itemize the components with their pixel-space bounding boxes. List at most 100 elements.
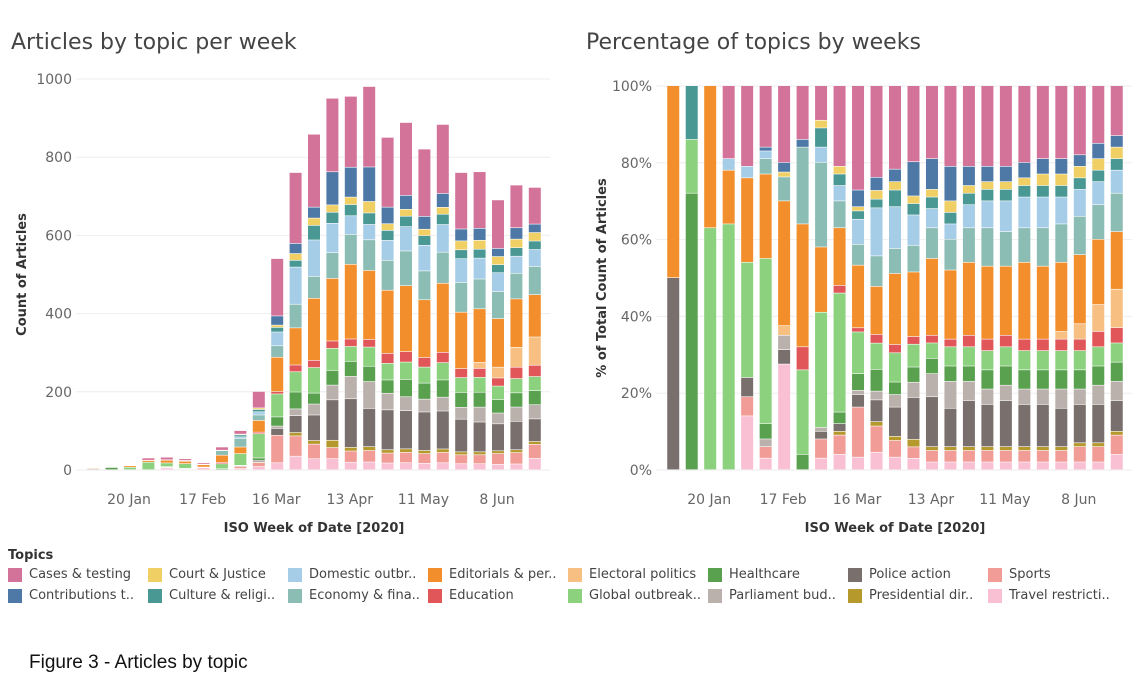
bar-segment — [796, 86, 809, 140]
legend-item[interactable]: Editorials & per.. — [428, 567, 568, 582]
bar-segment — [1073, 324, 1086, 339]
bar-segment — [216, 450, 228, 455]
bar-segment — [1092, 158, 1105, 170]
legend-swatch — [428, 567, 442, 582]
bar-segment — [234, 435, 247, 437]
bar-segment — [1036, 446, 1049, 451]
legend-item[interactable]: Electoral politics — [568, 567, 708, 582]
legend-item[interactable]: Domestic outbr.. — [288, 567, 428, 582]
legend-swatch — [568, 588, 582, 603]
bar-segment — [436, 283, 449, 353]
bar-segment — [889, 436, 901, 441]
bar-segment — [492, 318, 504, 367]
legend-item[interactable]: Culture & religi.. — [148, 588, 288, 603]
bar-segment — [981, 389, 994, 405]
legend-grid: Cases & testing Court & Justice Domestic o… — [8, 567, 1144, 603]
bar-segment — [1018, 185, 1031, 197]
bar-segment — [944, 86, 957, 167]
bar-segment — [455, 452, 468, 455]
y-tick-label: 400 — [45, 307, 72, 323]
legend-item[interactable]: Education — [428, 588, 568, 603]
bar-segment — [455, 464, 468, 470]
bar-segment — [289, 372, 302, 392]
bar-segment — [759, 258, 772, 424]
legend-item[interactable]: Parliament bud.. — [708, 588, 848, 603]
bar-segment — [833, 201, 846, 228]
bar-segment — [271, 435, 284, 463]
bar-segment — [1092, 182, 1105, 205]
bar-segment — [492, 200, 504, 249]
bar-segment — [999, 335, 1012, 347]
bar-segment — [326, 98, 339, 172]
bar-segment — [1092, 446, 1105, 462]
bar-segment — [455, 259, 468, 283]
bar-segment — [925, 343, 938, 359]
bar-segment — [381, 380, 394, 393]
bar-segment — [436, 214, 449, 225]
bar-segment — [667, 86, 680, 278]
legend-item[interactable]: Global outbreak.. — [568, 588, 708, 603]
legend-item[interactable]: Travel restricti.. — [988, 588, 1128, 603]
bar-segment — [925, 86, 938, 159]
legend-item[interactable]: Economy & fina.. — [288, 588, 428, 603]
bar-segment — [400, 251, 412, 286]
bar-segment — [759, 151, 772, 159]
bar-segment — [925, 335, 938, 343]
bar-segment — [1110, 343, 1123, 362]
bar-segment — [344, 462, 357, 470]
bar-segment — [436, 411, 449, 449]
bar-segment — [418, 235, 431, 245]
bar-segment — [197, 462, 210, 464]
bar-segment — [1036, 389, 1049, 405]
bar-segment — [455, 312, 468, 369]
bar-segment — [1110, 170, 1123, 193]
bar-segment — [833, 174, 846, 186]
bar-segment — [400, 452, 412, 463]
bar-segment — [473, 455, 486, 464]
bar-segment — [1092, 462, 1105, 470]
bar-segment — [907, 86, 920, 162]
legend-item[interactable]: Court & Justice — [148, 567, 288, 582]
bar-segment — [870, 400, 883, 422]
bar-segment — [1018, 450, 1031, 462]
bar-segment — [907, 439, 920, 447]
y-tick-label: 600 — [45, 228, 72, 244]
bar-segment — [999, 189, 1012, 201]
bar-segment — [326, 205, 339, 212]
bar-segment — [234, 430, 247, 434]
legend-item[interactable]: Contributions t.. — [8, 588, 148, 603]
bar-segment — [1110, 431, 1123, 435]
bar-segment — [981, 350, 994, 370]
bar-segment — [1036, 266, 1049, 339]
bar-segment — [741, 262, 754, 378]
bar-segment — [510, 407, 523, 422]
bar-segment — [870, 199, 883, 208]
bar-segment — [833, 228, 846, 286]
bar-segment — [160, 460, 173, 463]
bar-segment — [944, 347, 957, 366]
bar-segment — [326, 440, 339, 448]
bar-segment — [1055, 350, 1068, 370]
legend-item[interactable]: Healthcare — [708, 567, 848, 582]
legend-item[interactable]: Cases & testing — [8, 567, 148, 582]
bar-segment — [510, 347, 523, 367]
bar-segment — [510, 464, 523, 470]
bar-segment — [1036, 350, 1049, 370]
bar-segment — [418, 450, 431, 454]
legend-swatch — [428, 588, 442, 603]
legend-item[interactable]: Police action — [848, 567, 988, 582]
bar-segment — [962, 185, 975, 193]
y-tick-label: 20% — [621, 386, 652, 402]
bar-segment — [889, 344, 901, 353]
bar-segment — [326, 447, 339, 459]
legend-item[interactable]: Sports — [988, 567, 1128, 582]
legend-swatch — [568, 567, 582, 582]
bar-segment — [234, 447, 247, 454]
bar-segment — [870, 177, 883, 191]
legend-item[interactable]: Presidential dir.. — [848, 588, 988, 603]
bar-segment — [252, 462, 265, 467]
bar-segment — [436, 397, 449, 411]
bar-segment — [999, 182, 1012, 190]
bar-segment — [796, 347, 809, 370]
bar-segment — [1092, 366, 1105, 385]
